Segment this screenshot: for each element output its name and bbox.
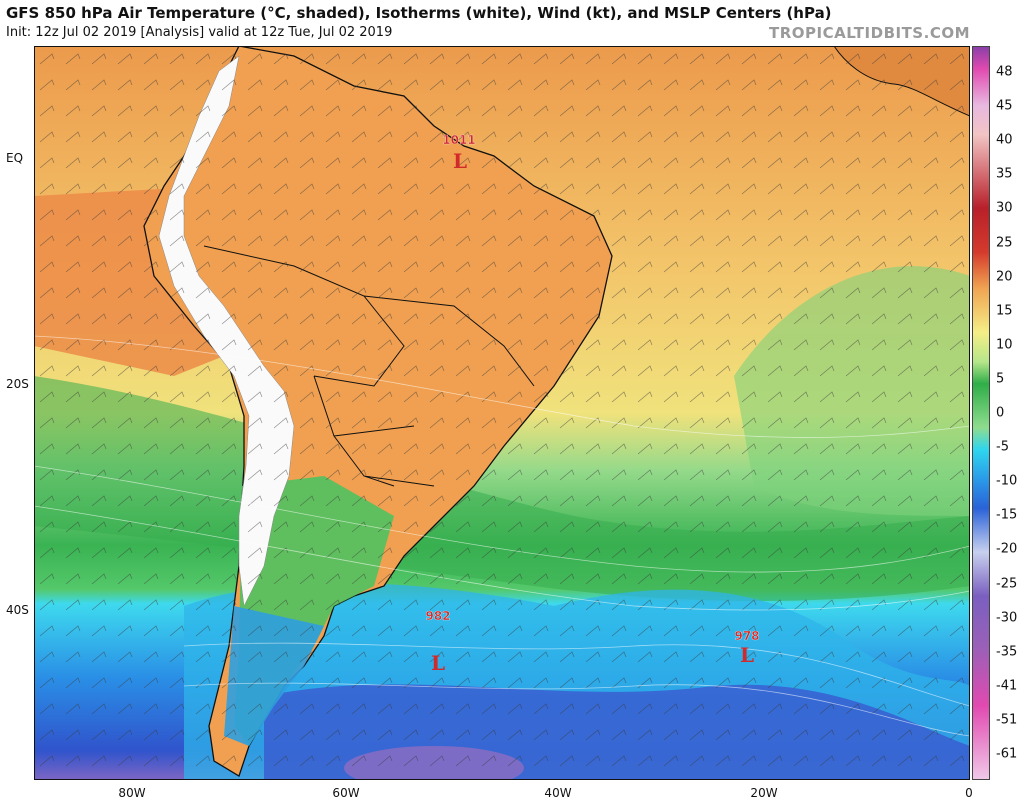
colorbar-label: -41 [996, 678, 1018, 694]
colorbar-label: 15 [996, 303, 1013, 319]
lon-label-40w: 40W [544, 786, 572, 800]
lon-label-0: 0 [965, 786, 973, 800]
colorbar-label: 10 [996, 337, 1013, 353]
lat-label-eq: EQ [6, 151, 24, 165]
temperature-map: 1011 L 982 L 978 L [34, 46, 970, 780]
isotherms [34, 335, 970, 737]
colorbar-label: 5 [996, 371, 1005, 387]
low-symbol: L [740, 643, 754, 667]
colorbar-label: 35 [996, 166, 1013, 182]
colorbar-label: -15 [996, 507, 1018, 523]
colorbar-label: -25 [996, 576, 1018, 591]
colorbar-label: -10 [996, 473, 1018, 489]
low-symbol: L [431, 651, 445, 675]
colorbar-label: -61 [996, 746, 1018, 762]
colorbar-label: 30 [996, 200, 1013, 216]
colorbar-label: 20 [996, 269, 1013, 285]
pressure-value: 982 [425, 609, 450, 623]
temperature-colorbar [972, 46, 990, 780]
lat-label-20s: 20S [6, 377, 29, 391]
colorbar-label: -51 [996, 712, 1018, 728]
wind-barbs [34, 46, 970, 780]
site-watermark: TROPICALTIDBITS.COM [769, 24, 970, 42]
map-frame [34, 46, 970, 780]
colorbar-label: 45 [996, 98, 1013, 114]
lon-label-80w: 80W [118, 786, 146, 800]
init-valid-time: Init: 12z Jul 02 2019 [Analysis] valid a… [6, 25, 393, 40]
lon-label-60w: 60W [332, 786, 360, 800]
colorbar-label: 48 [996, 64, 1013, 80]
lat-label-40s: 40S [6, 603, 29, 617]
colorbar-label: 40 [996, 132, 1013, 148]
chart-title: GFS 850 hPa Air Temperature (°C, shaded)… [6, 4, 832, 22]
colorbar-label: -35 [996, 644, 1018, 660]
pressure-value: 1011 [442, 133, 475, 147]
pressure-value: 978 [734, 629, 759, 643]
colorbar-label: -20 [996, 541, 1018, 557]
low-center-978: 978 L [734, 629, 759, 667]
low-symbol: L [453, 149, 467, 173]
colorbar-label: 25 [996, 235, 1013, 250]
low-center-982: 982 L [425, 609, 450, 675]
colorbar-label: 0 [996, 405, 1005, 421]
colorbar-label: -5 [996, 439, 1009, 455]
colorbar-label: -30 [996, 610, 1018, 626]
low-center-1011: 1011 L [442, 133, 476, 173]
lon-label-20w: 20W [750, 786, 778, 800]
